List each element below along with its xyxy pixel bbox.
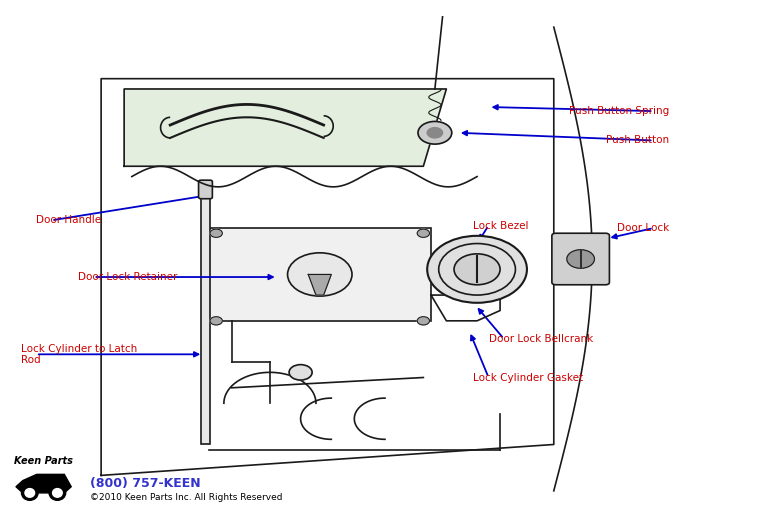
Text: Push Button: Push Button [606,136,669,146]
Circle shape [427,127,443,138]
Text: Door Lock: Door Lock [617,223,669,233]
Text: ©2010 Keen Parts Inc. All Rights Reserved: ©2010 Keen Parts Inc. All Rights Reserve… [89,493,282,501]
Text: Lock Cylinder to Latch
Rod: Lock Cylinder to Latch Rod [21,343,137,365]
Text: Door Lock Bellcrank: Door Lock Bellcrank [489,334,593,344]
FancyBboxPatch shape [209,228,431,321]
Text: Lock Cylinder Gasket: Lock Cylinder Gasket [474,372,584,382]
Polygon shape [124,89,447,166]
Text: Door Lock Retainer: Door Lock Retainer [78,272,178,282]
Circle shape [418,121,452,144]
Text: (800) 757-KEEN: (800) 757-KEEN [89,477,200,490]
Text: Lock Bezel: Lock Bezel [474,221,529,231]
FancyBboxPatch shape [552,233,609,285]
FancyBboxPatch shape [199,180,213,199]
Circle shape [210,316,223,325]
Circle shape [210,229,223,237]
Circle shape [454,254,500,285]
Circle shape [417,316,430,325]
Text: Push Button Spring: Push Button Spring [568,106,669,116]
Circle shape [289,365,312,380]
FancyBboxPatch shape [201,187,210,444]
Circle shape [567,250,594,268]
Circle shape [287,253,352,296]
Polygon shape [308,275,331,295]
Text: Door Handle: Door Handle [36,215,101,225]
Circle shape [427,236,527,303]
Circle shape [417,229,430,237]
